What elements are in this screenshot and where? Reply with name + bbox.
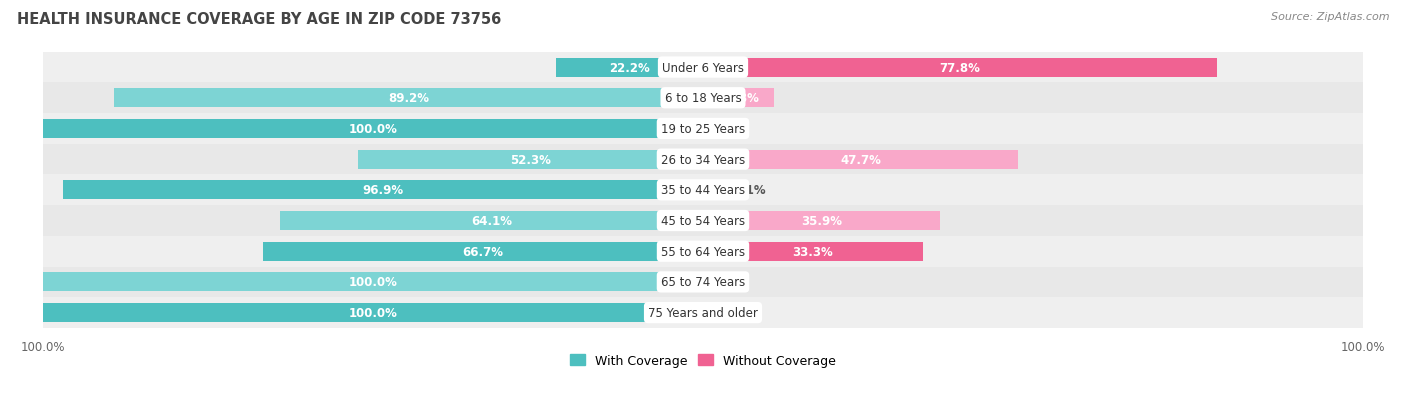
Bar (703, 242, 922, 261)
Text: 75 Years and older: 75 Years and older (648, 306, 758, 319)
Text: 0.0%: 0.0% (713, 276, 745, 289)
Text: 100.0%: 100.0% (349, 306, 398, 319)
Bar (114, 89, 703, 108)
Text: Source: ZipAtlas.com: Source: ZipAtlas.com (1271, 12, 1389, 22)
Bar (42, 83, 1364, 114)
Bar (280, 211, 703, 230)
Text: 45 to 54 Years: 45 to 54 Years (661, 214, 745, 228)
Text: 6 to 18 Years: 6 to 18 Years (665, 92, 741, 105)
Text: 47.7%: 47.7% (839, 153, 882, 166)
Text: 0.0%: 0.0% (713, 306, 745, 319)
Bar (42, 206, 1364, 236)
Text: 65 to 74 Years: 65 to 74 Years (661, 276, 745, 289)
Bar (42, 52, 1364, 83)
Bar (42, 145, 1364, 175)
Text: HEALTH INSURANCE COVERAGE BY AGE IN ZIP CODE 73756: HEALTH INSURANCE COVERAGE BY AGE IN ZIP … (17, 12, 501, 27)
Bar (42, 273, 703, 292)
Text: 55 to 64 Years: 55 to 64 Years (661, 245, 745, 258)
Text: 35 to 44 Years: 35 to 44 Years (661, 184, 745, 197)
Bar (42, 175, 1364, 206)
Text: 19 to 25 Years: 19 to 25 Years (661, 123, 745, 135)
Text: Under 6 Years: Under 6 Years (662, 62, 744, 74)
Bar (42, 303, 703, 322)
Text: 77.8%: 77.8% (939, 62, 980, 74)
Text: 89.2%: 89.2% (388, 92, 429, 105)
Bar (42, 236, 1364, 267)
Text: 52.3%: 52.3% (510, 153, 551, 166)
Text: 3.1%: 3.1% (734, 184, 766, 197)
Text: 64.1%: 64.1% (471, 214, 512, 228)
Bar (703, 89, 775, 108)
Bar (703, 181, 724, 200)
Text: 35.9%: 35.9% (801, 214, 842, 228)
Text: 100.0%: 100.0% (349, 123, 398, 135)
Text: 26 to 34 Years: 26 to 34 Years (661, 153, 745, 166)
Bar (42, 297, 1364, 328)
Bar (703, 211, 941, 230)
Legend: With Coverage, Without Coverage: With Coverage, Without Coverage (565, 349, 841, 372)
Bar (703, 150, 1018, 169)
Bar (357, 150, 703, 169)
Text: 10.8%: 10.8% (718, 92, 759, 105)
Text: 33.3%: 33.3% (793, 245, 834, 258)
Bar (263, 242, 703, 261)
Text: 0.0%: 0.0% (713, 123, 745, 135)
Bar (703, 58, 1216, 77)
Bar (42, 120, 703, 139)
Bar (42, 267, 1364, 297)
Text: 96.9%: 96.9% (363, 184, 404, 197)
Text: 100.0%: 100.0% (349, 276, 398, 289)
Text: 22.2%: 22.2% (609, 62, 650, 74)
Text: 66.7%: 66.7% (463, 245, 503, 258)
Bar (557, 58, 703, 77)
Bar (63, 181, 703, 200)
Bar (42, 114, 1364, 145)
